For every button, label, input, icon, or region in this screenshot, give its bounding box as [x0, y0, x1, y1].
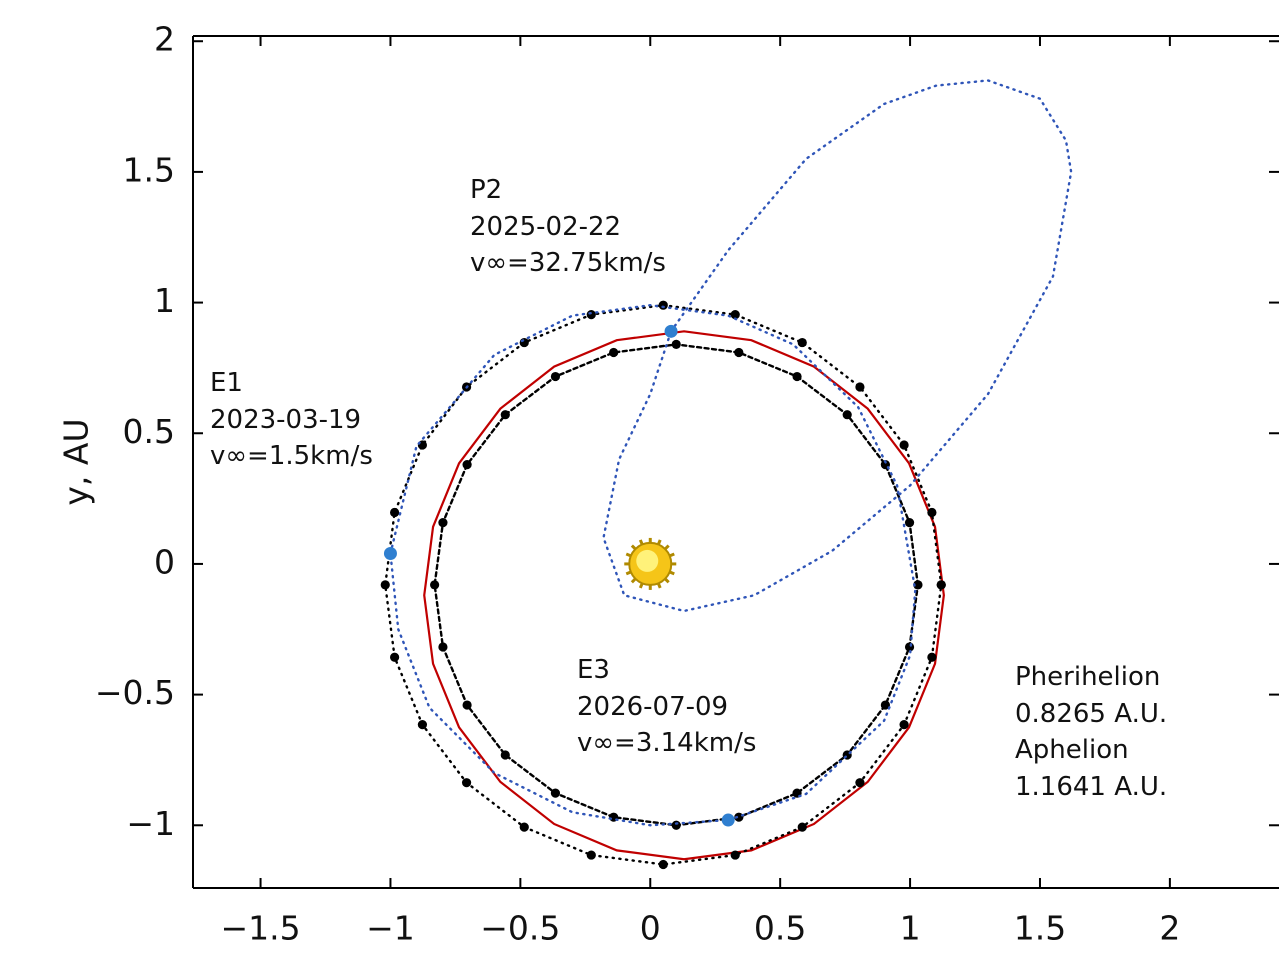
orbit-point	[380, 580, 390, 590]
orbit-point	[899, 440, 909, 450]
orbit-point	[500, 750, 510, 760]
orbit-point	[927, 652, 937, 662]
orbit-point	[797, 337, 807, 348]
x-tick-label: 0.5	[754, 909, 806, 948]
y-tick-label: 1	[154, 281, 175, 320]
orbit-point	[438, 518, 448, 528]
annotation: Pherihelion 0.8265 A.U. Aphelion 1.1641 A.U…	[1015, 659, 1167, 805]
orbit-point	[855, 382, 865, 392]
orbit-point	[462, 700, 472, 710]
orbit-point	[671, 820, 681, 830]
orbit-point	[586, 850, 596, 860]
orbit-point	[430, 580, 440, 590]
y-tick-label: 0	[154, 542, 175, 581]
orbit-point	[904, 518, 915, 528]
event-point	[664, 324, 678, 338]
orbit-point	[390, 652, 400, 662]
annotation-line: Aphelion	[1015, 735, 1129, 765]
annotation-line: v∞=1.5km/s	[210, 441, 373, 471]
orbit-point	[899, 720, 909, 730]
orbit-point	[586, 309, 596, 320]
y-tick-label: 0.5	[123, 412, 175, 451]
sun-icon	[624, 537, 677, 590]
orbit-point	[792, 371, 802, 382]
annotation-line: Pherihelion	[1015, 662, 1161, 692]
x-tick-label: −1	[366, 909, 415, 948]
orbit-point	[734, 347, 744, 358]
orbit-point	[390, 507, 400, 518]
annotation-line: 2025-02-22	[470, 211, 622, 242]
y-tick-label: −0.5	[95, 673, 175, 712]
annotation-line: 0.8265 A.U.	[1015, 698, 1168, 729]
annotation-line: 1.1641 A.U.	[1015, 771, 1168, 802]
annotation-line: v∞=32.75km/s	[470, 248, 666, 278]
orbit-point	[797, 822, 807, 832]
x-tick-label: 2	[1159, 909, 1180, 948]
orbit-point	[658, 300, 668, 310]
orbit-point	[550, 788, 561, 798]
x-tick-label: 1.5	[1014, 909, 1066, 948]
annotation: E3 2026-07-09 v∞=3.14km/s	[577, 652, 756, 762]
y-tick-label: 2	[154, 20, 175, 59]
orbit-point	[842, 410, 852, 420]
orbit-point	[927, 507, 937, 518]
orbit-line	[602, 79, 1073, 613]
orbit-point	[658, 859, 668, 870]
annotation: P2 2025-02-22 v∞=32.75km/s	[470, 172, 666, 282]
annotation-line: P2	[470, 175, 503, 205]
orbit-point	[462, 460, 472, 470]
event-point	[721, 813, 735, 827]
plot-area	[380, 79, 1073, 870]
annotation-line: E1	[210, 368, 243, 398]
x-tick-label: 1	[900, 909, 921, 948]
x-tick-label: 0	[640, 909, 661, 948]
orbit-point	[913, 580, 923, 590]
annotation-line: E3	[577, 655, 610, 685]
orbit-point	[730, 850, 740, 860]
orbit-point	[550, 371, 561, 382]
y-tick-label: 1.5	[123, 150, 175, 189]
orbit-point	[461, 778, 472, 788]
orbit-point	[936, 580, 946, 590]
orbit-point	[438, 642, 448, 652]
annotation-line: v∞=3.14km/s	[577, 728, 757, 758]
annotation-line: 2026-07-09	[577, 691, 729, 722]
x-tick-label: −0.5	[480, 909, 560, 948]
orbit-point	[855, 778, 865, 788]
annotation-line: 2023-03-19	[210, 404, 362, 435]
orbit-point	[880, 700, 890, 710]
y-axis-label: y, AU	[57, 418, 96, 505]
orbit-point	[730, 309, 740, 320]
orbit-point	[671, 339, 681, 349]
event-point	[383, 546, 397, 560]
orbit-point	[519, 337, 529, 348]
orbit-point	[417, 720, 428, 730]
orbit-point	[500, 410, 510, 420]
y-tick-label: −1	[126, 804, 175, 843]
orbit-point	[519, 822, 529, 832]
x-tick-label: −1.5	[220, 909, 300, 948]
annotation: E1 2023-03-19 v∞=1.5km/s	[210, 365, 373, 475]
orbit-point	[609, 347, 619, 358]
sun-core	[636, 549, 659, 572]
orbit-line	[423, 330, 945, 861]
